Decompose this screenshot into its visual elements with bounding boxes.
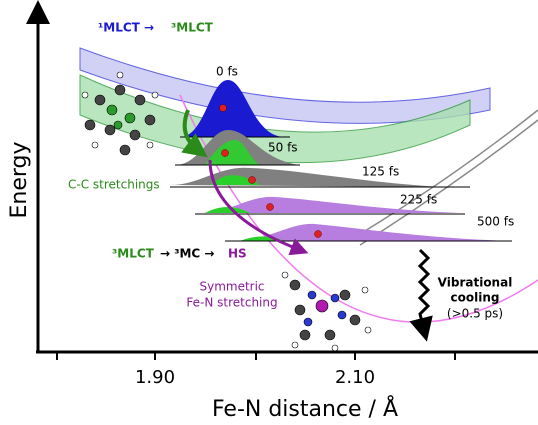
time-label: 500 fs	[477, 215, 514, 229]
time-label: 225 fs	[400, 193, 437, 207]
x-tick-label: 2.10	[335, 367, 375, 388]
figure: Energy Fe-N distance / Å 1.90 2.10 ¹MLCT…	[0, 0, 538, 425]
note: Symmetric	[199, 280, 264, 294]
note: C-C stretchings	[68, 178, 160, 192]
time-label: 125 fs	[362, 165, 399, 179]
state-label: ³MLCT	[112, 247, 155, 261]
time-label: 50 fs	[268, 141, 298, 155]
state-label: HS	[228, 247, 247, 261]
state-label: ¹MLCT →	[98, 21, 154, 35]
state-label: ³MLCT	[171, 21, 214, 35]
y-label: Energy	[7, 141, 32, 218]
note: Vibrational	[438, 276, 513, 290]
time-label: 0 fs	[216, 65, 238, 79]
x-tick-label: 1.90	[135, 367, 175, 388]
x-label: Fe-N distance / Å	[212, 395, 398, 422]
state-label: → ³MC →	[160, 247, 214, 261]
note: (>0.5 ps)	[447, 307, 503, 321]
note: Fe-N stretching	[186, 296, 277, 310]
note: cooling	[451, 291, 500, 305]
